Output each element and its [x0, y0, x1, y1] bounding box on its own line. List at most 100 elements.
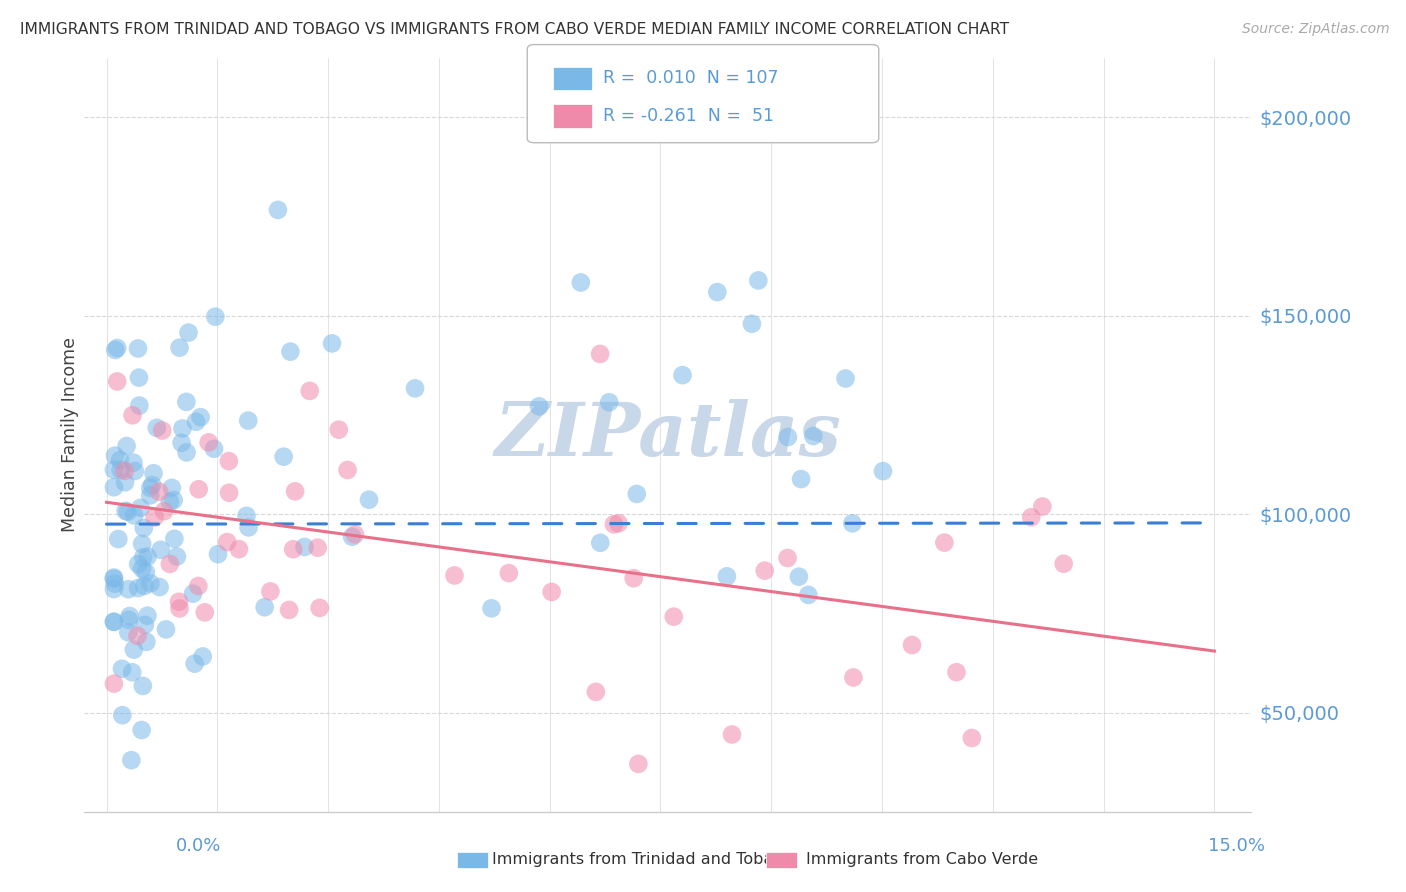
Point: [443, 568, 465, 582]
Point: [172, 421, 194, 435]
Point: [150, 424, 173, 438]
Point: [603, 517, 626, 532]
Point: [148, 580, 170, 594]
Point: [117, 505, 139, 519]
Point: [204, 310, 226, 324]
Point: [184, 415, 207, 429]
Point: [103, 463, 125, 477]
Point: [132, 679, 155, 693]
Point: [834, 371, 856, 385]
Text: Immigrants from Cabo Verde: Immigrants from Cabo Verde: [806, 853, 1038, 867]
Point: [278, 603, 301, 617]
Point: [585, 685, 607, 699]
Text: Source: ZipAtlas.com: Source: ZipAtlas.com: [1241, 22, 1389, 37]
Point: [671, 368, 693, 383]
Point: [741, 317, 763, 331]
Y-axis label: Median Family Income: Median Family Income: [62, 337, 80, 533]
Point: [308, 600, 330, 615]
Point: [163, 532, 186, 546]
Point: [776, 551, 799, 566]
Point: [527, 400, 550, 414]
Point: [136, 549, 159, 564]
Point: [169, 341, 191, 355]
Point: [181, 587, 204, 601]
Point: [103, 572, 125, 586]
Point: [145, 421, 167, 435]
Point: [1031, 500, 1053, 514]
Text: 0.0%: 0.0%: [176, 837, 221, 855]
Point: [176, 445, 198, 459]
Point: [141, 478, 163, 492]
Point: [623, 571, 645, 585]
Point: [110, 463, 132, 477]
Point: [187, 579, 209, 593]
Point: [136, 608, 159, 623]
Point: [945, 665, 967, 680]
Point: [115, 439, 138, 453]
Point: [280, 344, 302, 359]
Text: 15.0%: 15.0%: [1208, 837, 1265, 855]
Point: [167, 595, 190, 609]
Point: [103, 582, 125, 596]
Point: [142, 467, 165, 481]
Point: [321, 336, 343, 351]
Point: [122, 642, 145, 657]
Text: Immigrants from Trinidad and Tobago: Immigrants from Trinidad and Tobago: [492, 853, 793, 867]
Point: [218, 485, 240, 500]
Point: [159, 495, 181, 509]
Point: [901, 638, 924, 652]
Point: [118, 613, 141, 627]
Point: [139, 488, 162, 502]
Point: [357, 492, 380, 507]
Point: [131, 537, 153, 551]
Point: [135, 635, 157, 649]
Point: [107, 532, 129, 546]
Point: [155, 623, 177, 637]
Point: [143, 510, 166, 524]
Point: [117, 582, 139, 597]
Point: [298, 384, 321, 398]
Point: [139, 576, 162, 591]
Point: [273, 450, 295, 464]
Point: [148, 484, 170, 499]
Point: [481, 601, 503, 615]
Point: [498, 566, 520, 580]
Point: [170, 435, 193, 450]
Point: [103, 615, 125, 629]
Point: [134, 618, 156, 632]
Point: [127, 342, 149, 356]
Point: [111, 662, 134, 676]
Text: R = -0.261  N =  51: R = -0.261 N = 51: [603, 107, 775, 125]
Point: [108, 453, 131, 467]
Point: [267, 202, 290, 217]
Point: [607, 516, 630, 531]
Point: [797, 588, 820, 602]
Point: [160, 481, 183, 495]
Point: [117, 625, 139, 640]
Point: [103, 676, 125, 690]
Point: [202, 442, 225, 456]
Point: [105, 341, 128, 355]
Point: [776, 430, 799, 444]
Point: [127, 581, 149, 595]
Point: [169, 601, 191, 615]
Point: [122, 508, 145, 523]
Point: [790, 472, 813, 486]
Point: [132, 521, 155, 535]
Point: [343, 527, 366, 541]
Point: [294, 540, 316, 554]
Point: [218, 454, 240, 468]
Point: [283, 542, 305, 557]
Point: [129, 500, 152, 515]
Point: [104, 449, 127, 463]
Text: R =  0.010  N = 107: R = 0.010 N = 107: [603, 70, 779, 87]
Point: [627, 756, 650, 771]
Point: [197, 435, 219, 450]
Point: [104, 343, 127, 357]
Point: [183, 657, 205, 671]
Point: [131, 723, 153, 737]
Point: [589, 347, 612, 361]
Point: [569, 276, 592, 290]
Point: [754, 564, 776, 578]
Point: [238, 414, 260, 428]
